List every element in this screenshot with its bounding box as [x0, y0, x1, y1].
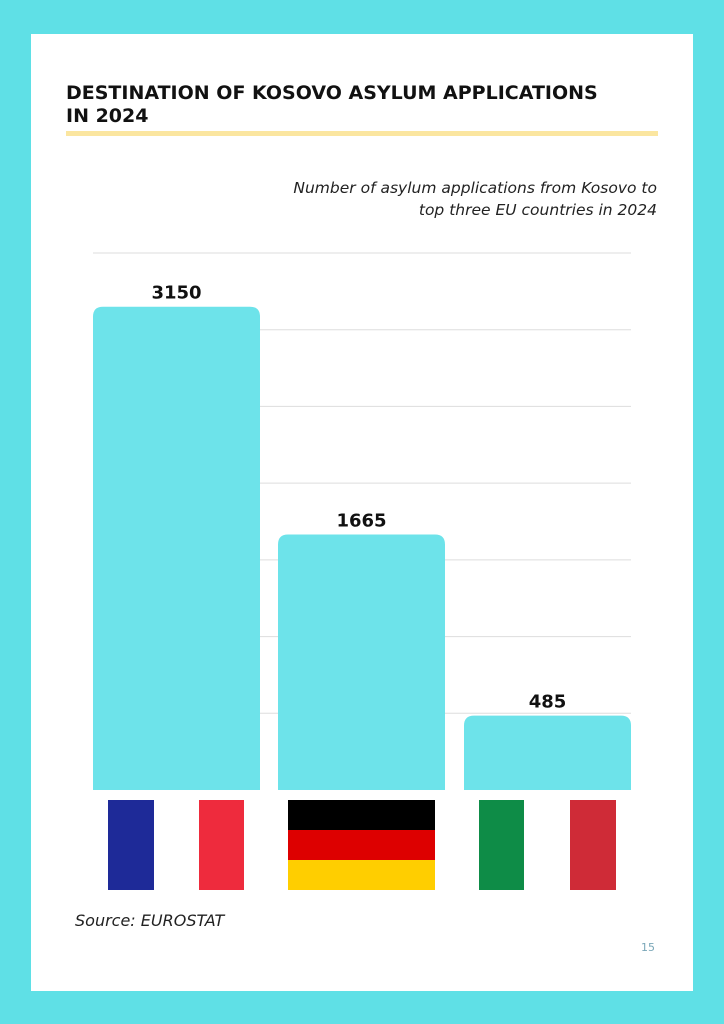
source-note: Source: EUROSTAT [75, 911, 225, 930]
page-title: DESTINATION OF KOSOVO ASYLUM APPLICATION… [66, 82, 598, 127]
bar-chart: 3150 1665 485 [93, 252, 631, 890]
bar [464, 715, 631, 790]
germany-flag-icon [288, 800, 435, 890]
subtitle-line-2: top three EU countries in 2024 [418, 201, 657, 219]
bar-value-label: 3150 [151, 283, 201, 304]
bar-value-label: 1665 [336, 511, 386, 532]
title-underline [66, 131, 658, 136]
bar [93, 306, 260, 790]
bar [278, 534, 445, 790]
italy-flag-icon [479, 800, 616, 890]
subtitle-line-1: Number of asylum applications from Kosov… [293, 179, 657, 197]
page: DESTINATION OF KOSOVO ASYLUM APPLICATION… [31, 34, 693, 991]
page-number: 15 [641, 941, 655, 954]
chart-subtitle: Number of asylum applications from Kosov… [237, 177, 657, 221]
bar-value-label: 485 [529, 692, 567, 713]
france-flag-icon [108, 800, 244, 890]
